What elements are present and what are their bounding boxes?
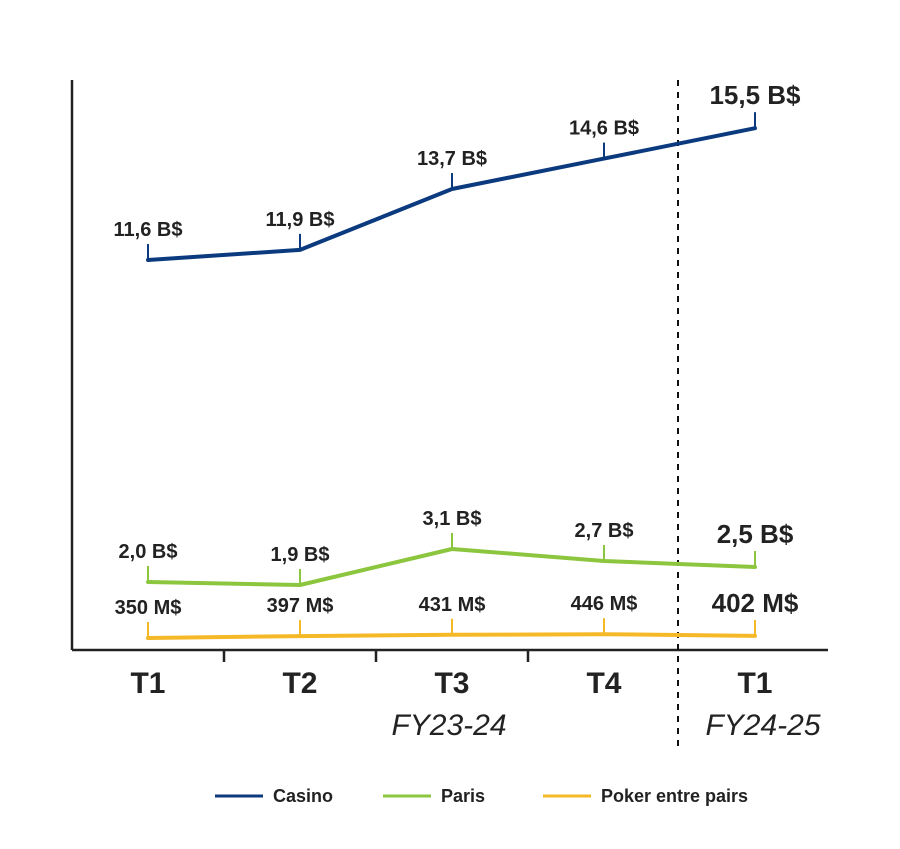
period-label-fy24-25: FY24-25 — [705, 709, 820, 742]
point-ticks — [147, 112, 756, 638]
data-label-poker-entre-pairs-4: 446 M$ — [571, 593, 638, 615]
x-tick-label-5: T1 — [737, 667, 772, 700]
data-label-casino-3: 13,7 B$ — [417, 148, 487, 170]
period-label-fy23-24: FY23-24 — [391, 709, 506, 742]
legend-item-casino: Casino — [215, 786, 333, 806]
legend-item-paris: Paris — [383, 786, 485, 806]
data-label-casino-5: 15,5 B$ — [709, 80, 801, 110]
data-label-poker-entre-pairs-2: 397 M$ — [267, 595, 334, 617]
series-lines — [146, 126, 757, 640]
legend: Casino Paris Poker entre pairs — [215, 786, 748, 806]
x-tick-label-3: T3 — [434, 667, 469, 700]
data-label-paris-5: 2,5 B$ — [717, 519, 794, 549]
data-label-paris-3: 3,1 B$ — [423, 508, 482, 530]
legend-label-poker-entre-pairs: Poker entre pairs — [601, 786, 748, 806]
x-ticks — [222, 650, 530, 662]
series-line-poker-entre-pairs — [146, 632, 757, 640]
data-labels: 11,6 B$ 11,9 B$ 13,7 B$ 14,6 B$ 15,5 B$ 2,0 B… — [114, 80, 802, 619]
x-tick-label-2: T2 — [282, 667, 317, 700]
data-label-paris-1: 2,0 B$ — [119, 541, 178, 563]
data-label-casino-1: 11,6 B$ — [114, 219, 183, 241]
axes — [70, 80, 828, 652]
data-label-casino-4: 14,6 B$ — [569, 118, 639, 140]
data-label-poker-entre-pairs-3: 431 M$ — [419, 594, 486, 616]
data-label-casino-2: 11,9 B$ — [266, 209, 335, 231]
data-label-paris-2: 1,9 B$ — [271, 544, 330, 566]
x-tick-label-4: T4 — [586, 667, 621, 700]
series-line-paris — [146, 547, 757, 587]
legend-item-poker-entre-pairs: Poker entre pairs — [543, 786, 748, 806]
category-labels: T1 T2 T3 T4 T1 — [130, 667, 772, 700]
period-labels: FY23-24 FY24-25 — [391, 709, 820, 742]
data-label-poker-entre-pairs-1: 350 M$ — [115, 597, 182, 619]
legend-label-paris: Paris — [441, 786, 485, 806]
x-tick-label-1: T1 — [130, 667, 165, 700]
data-label-paris-4: 2,7 B$ — [575, 520, 634, 542]
legend-label-casino: Casino — [273, 786, 333, 806]
data-label-poker-entre-pairs-5: 402 M$ — [712, 588, 799, 618]
